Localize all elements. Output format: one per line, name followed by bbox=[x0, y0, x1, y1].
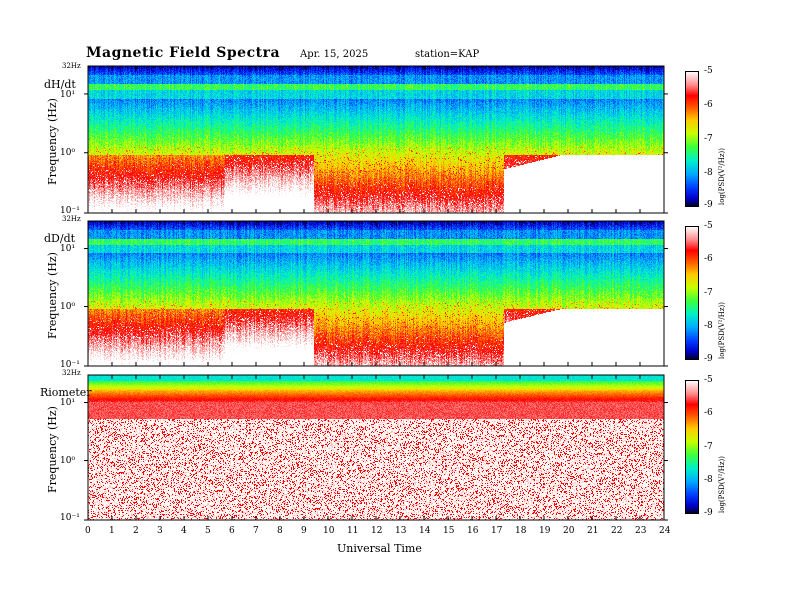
panel-frame-2 bbox=[87, 220, 665, 367]
x-tick-label-17: 17 bbox=[491, 526, 503, 536]
y-tick-3-2: 10⁻¹ bbox=[60, 513, 80, 523]
y-tick-2-2: 10⁻¹ bbox=[60, 360, 80, 370]
cb2-tick-4: -9 bbox=[704, 354, 713, 364]
x-tick-label-10: 10 bbox=[323, 526, 335, 536]
cb3-tick-1: -6 bbox=[704, 408, 713, 418]
x-tick-label-1: 1 bbox=[109, 526, 115, 536]
date-label: Apr. 15, 2025 bbox=[300, 49, 369, 60]
x-tick-label-19: 19 bbox=[539, 526, 551, 536]
spectrogram-dh-dt bbox=[88, 66, 664, 213]
cb2-tick-3: -8 bbox=[704, 321, 713, 331]
x-tick-label-12: 12 bbox=[371, 526, 383, 536]
cb1-tick-2: -7 bbox=[704, 134, 713, 144]
panel-frame-3 bbox=[87, 374, 665, 521]
panel-frame-1 bbox=[87, 65, 665, 214]
y-tick-2-0: 10¹ bbox=[60, 244, 76, 254]
cb3-tick-4: -9 bbox=[704, 508, 713, 518]
x-tick-label-20: 20 bbox=[563, 526, 575, 536]
cb1-tick-1: -6 bbox=[704, 100, 713, 110]
top-freq-label-1: 32Hz bbox=[62, 62, 81, 70]
x-tick-label-7: 7 bbox=[253, 526, 259, 536]
chart-title: Magnetic Field Spectra bbox=[86, 45, 281, 61]
spectrogram-riometer bbox=[88, 375, 664, 520]
x-tick-label-21: 21 bbox=[587, 526, 599, 536]
cb2-tick-2: -7 bbox=[704, 288, 713, 298]
x-tick-label-5: 5 bbox=[205, 526, 211, 536]
cb3-tick-3: -8 bbox=[704, 475, 713, 485]
cb1-tick-0: -5 bbox=[704, 66, 713, 76]
x-tick-label-8: 8 bbox=[277, 526, 283, 536]
cb1-tick-3: -8 bbox=[704, 168, 713, 178]
x-tick-label-22: 22 bbox=[611, 526, 623, 536]
x-tick-label-16: 16 bbox=[467, 526, 479, 536]
x-tick-label-0: 0 bbox=[85, 526, 91, 536]
panel-label-dd-dt: dD/dt bbox=[44, 232, 76, 245]
station-label: station=KAP bbox=[415, 49, 480, 60]
x-tick-label-9: 9 bbox=[301, 526, 307, 536]
x-tick-label-15: 15 bbox=[443, 526, 455, 536]
colorbar-2 bbox=[685, 226, 699, 360]
y-tick-1-0: 10¹ bbox=[60, 90, 76, 100]
colorbar-3 bbox=[685, 380, 699, 514]
cb1-tick-4: -9 bbox=[704, 200, 713, 210]
x-tick-label-3: 3 bbox=[157, 526, 163, 536]
panel-label-riometer: Riometer bbox=[40, 386, 92, 399]
x-tick-label-24: 24 bbox=[659, 526, 671, 536]
cb2-tick-1: -6 bbox=[704, 254, 713, 264]
y-tick-1-1: 10⁰ bbox=[60, 148, 76, 158]
x-tick-label-23: 23 bbox=[635, 526, 647, 536]
top-freq-label-3: 32Hz bbox=[62, 369, 81, 377]
y-tick-3-0: 10¹ bbox=[60, 398, 76, 408]
x-tick-label-6: 6 bbox=[229, 526, 235, 536]
x-tick-label-11: 11 bbox=[347, 526, 359, 536]
y-tick-2-1: 10⁰ bbox=[60, 302, 76, 312]
x-tick-label-18: 18 bbox=[515, 526, 527, 536]
cb3-tick-0: -5 bbox=[704, 375, 713, 385]
colorbar-1 bbox=[685, 71, 699, 207]
x-tick-label-13: 13 bbox=[395, 526, 407, 536]
y-tick-1-2: 10⁻¹ bbox=[60, 206, 80, 216]
cb3-tick-2: -7 bbox=[704, 442, 713, 452]
y-tick-3-1: 10⁰ bbox=[60, 456, 76, 466]
cb2-tick-0: -5 bbox=[704, 221, 713, 231]
x-tick-label-4: 4 bbox=[181, 526, 187, 536]
x-tick-label-14: 14 bbox=[419, 526, 431, 536]
spectrogram-dd-dt bbox=[88, 221, 664, 366]
panel-label-dh-dt: dH/dt bbox=[44, 78, 76, 91]
x-tick-label-2: 2 bbox=[133, 526, 139, 536]
top-freq-label-2: 32Hz bbox=[62, 215, 81, 223]
x-axis-label: Universal Time bbox=[337, 542, 422, 555]
